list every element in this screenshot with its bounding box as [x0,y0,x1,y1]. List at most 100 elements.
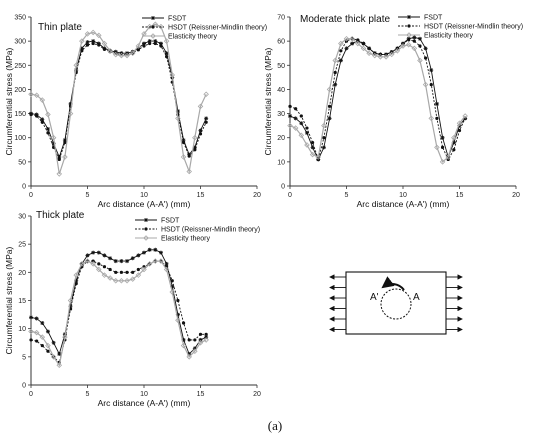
data-point [45,329,50,334]
data-point [311,140,315,145]
series-star [29,247,209,357]
data-point [355,40,361,47]
data-point [181,321,186,325]
data-point [73,62,79,69]
plate-hole-schematic: A' A [329,271,463,335]
data-point [159,44,163,48]
data-point [423,46,428,51]
x-tick-label: 0 [29,391,33,398]
data-point [338,40,344,47]
data-point [315,154,322,160]
data-point [142,265,146,269]
y-tick-label: 70 [277,15,285,22]
data-point [129,50,136,56]
data-point [67,110,74,117]
data-point [203,337,209,343]
data-point [332,57,338,64]
data-point [192,145,197,150]
data-point [304,130,309,135]
y-tick-label: 300 [14,39,26,46]
legend-swatch-marker [150,33,156,39]
series-line [289,38,466,161]
data-point [142,41,146,46]
inset-label-a: A [413,292,420,303]
plot-title: Moderate thick plate [300,14,390,25]
data-point [181,140,186,145]
y-tick-label: 0 [22,383,26,390]
data-point [113,259,118,264]
legend-entry: Elasticity theory [161,236,211,243]
data-point [304,142,310,148]
data-point [198,337,203,342]
data-point [198,128,203,133]
data-point [79,261,85,267]
data-point [361,41,366,46]
data-point [371,52,378,59]
data-point [164,261,169,266]
data-point [91,259,95,263]
data-point [440,145,445,149]
data-point [84,31,91,37]
data-point [180,342,187,349]
data-point [153,41,157,46]
y-tick-label: 30 [277,111,285,118]
data-point [339,49,343,53]
data-point [96,250,101,255]
data-point [46,131,50,135]
data-point [298,132,305,139]
x-tick-label: 0 [29,192,33,199]
data-point [152,21,159,28]
data-point [29,315,33,320]
data-point [204,335,209,340]
legend-swatch-marker [151,16,155,20]
data-point [462,113,468,119]
legend-entry: HSDT (Reissner-Mindlin theory) [168,25,267,32]
data-point [327,104,332,108]
data-point [203,91,209,98]
data-point [79,46,84,51]
legend-swatch-marker [406,32,412,38]
data-point [39,97,46,103]
legend-entry: HSDT (Reissner-Mindlin theory) [161,227,260,234]
left-tension-arrows [329,274,346,333]
data-point [186,354,192,360]
data-point [136,48,140,52]
data-point [68,304,73,309]
data-point [130,256,135,261]
data-point [418,44,422,48]
data-point [135,272,142,278]
y-tick-label: 50 [277,63,285,70]
data-point [294,107,298,111]
y-tick-label: 20 [277,135,285,142]
data-point [56,362,63,369]
x-axis-label: Arc distance (A-A') (mm) [98,199,191,209]
y-tick-label: 0 [22,184,26,191]
data-point [79,38,85,44]
y-tick-label: 200 [14,87,26,94]
y-tick-label: 50 [18,159,26,166]
data-point [434,101,439,106]
data-point [34,316,39,321]
data-point [394,48,401,54]
data-point [292,125,299,131]
data-point [125,259,130,264]
data-point [40,321,45,326]
data-point [180,154,187,160]
data-point [102,253,107,258]
series-line [30,40,207,159]
data-point [51,340,56,345]
data-point [124,278,130,284]
data-point [40,117,45,122]
data-point [136,253,141,258]
data-point [175,317,181,323]
data-point [326,86,333,93]
data-point [158,41,163,46]
data-point [39,334,46,340]
data-point [356,38,360,42]
data-point [33,329,40,336]
data-point [181,337,186,342]
figure-caption: (a) [267,418,283,433]
data-point [169,289,176,295]
data-point [169,72,176,78]
